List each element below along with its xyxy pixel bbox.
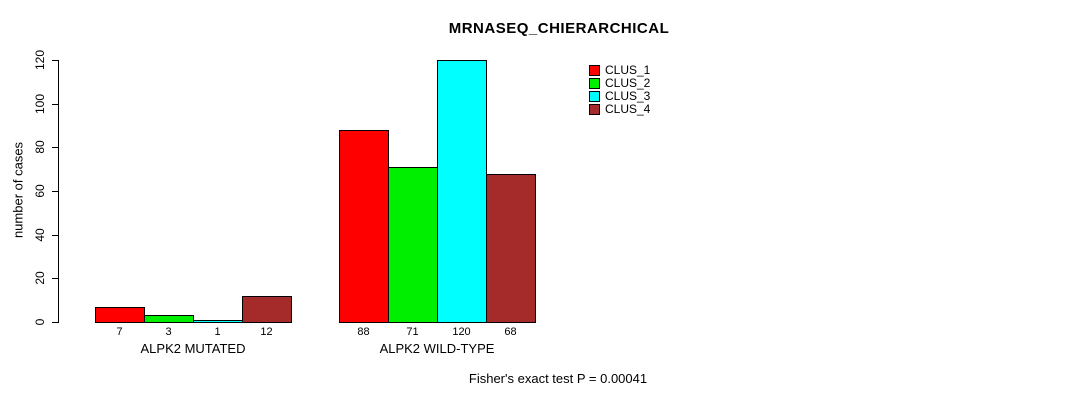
legend: CLUS_1 CLUS_2 CLUS_3 CLUS_4 <box>589 64 650 116</box>
bar-clus_3-1 <box>193 320 243 323</box>
bar-value-label: 88 <box>357 326 370 338</box>
y-tick <box>52 104 58 105</box>
bar-value-label: 71 <box>406 326 419 338</box>
x-category-label: ALPK2 WILD-TYPE <box>379 341 495 356</box>
legend-label: CLUS_3 <box>605 89 651 103</box>
legend-swatch-clus_2 <box>589 78 600 89</box>
bar-value-label: 68 <box>504 326 517 338</box>
legend-item: CLUS_4 <box>589 103 650 116</box>
y-tick <box>52 147 58 148</box>
y-tick-label: 80 <box>33 140 47 154</box>
y-tick <box>52 278 58 279</box>
y-tick <box>52 191 58 192</box>
legend-item: CLUS_1 <box>589 64 650 77</box>
bar-value-label: 120 <box>452 326 471 338</box>
annotation-text: Fisher's exact test P = 0.00041 <box>468 371 648 386</box>
legend-item: CLUS_2 <box>589 77 650 90</box>
bar-clus_2-1 <box>144 315 194 323</box>
y-axis-label: number of cases <box>10 141 26 239</box>
y-axis-line <box>58 60 59 323</box>
legend-label: CLUS_4 <box>605 102 651 116</box>
x-category-label: ALPK2 MUTATED <box>140 341 246 356</box>
y-tick <box>52 235 58 236</box>
bar-value-label: 7 <box>116 326 123 338</box>
bar-clus_4-2 <box>486 174 536 323</box>
bar-clus_1-1 <box>95 307 145 323</box>
legend-label: CLUS_2 <box>605 76 651 90</box>
bar-value-label: 12 <box>260 326 273 338</box>
y-tick-label: 60 <box>33 184 47 198</box>
legend-label: CLUS_1 <box>605 63 651 77</box>
legend-swatch-clus_3 <box>589 91 600 102</box>
bar-value-label: 1 <box>214 326 221 338</box>
bar-clus_2-2 <box>388 167 438 323</box>
bar-value-label: 3 <box>165 326 172 338</box>
bar-clus_4-1 <box>242 296 292 323</box>
y-tick-label: 40 <box>33 228 47 242</box>
bar-clus_3-2 <box>437 60 487 323</box>
legend-swatch-clus_1 <box>589 65 600 76</box>
y-tick-label: 100 <box>33 93 47 115</box>
legend-item: CLUS_3 <box>589 90 650 103</box>
bar-clus_1-2 <box>339 130 389 323</box>
y-tick <box>52 60 58 61</box>
y-tick-label: 120 <box>33 49 47 71</box>
chart-title: MRNASEQ_CHIERARCHICAL <box>448 20 670 37</box>
y-tick <box>52 322 58 323</box>
y-tick-label: 0 <box>33 318 47 326</box>
legend-swatch-clus_4 <box>589 104 600 115</box>
y-tick-label: 20 <box>33 271 47 285</box>
